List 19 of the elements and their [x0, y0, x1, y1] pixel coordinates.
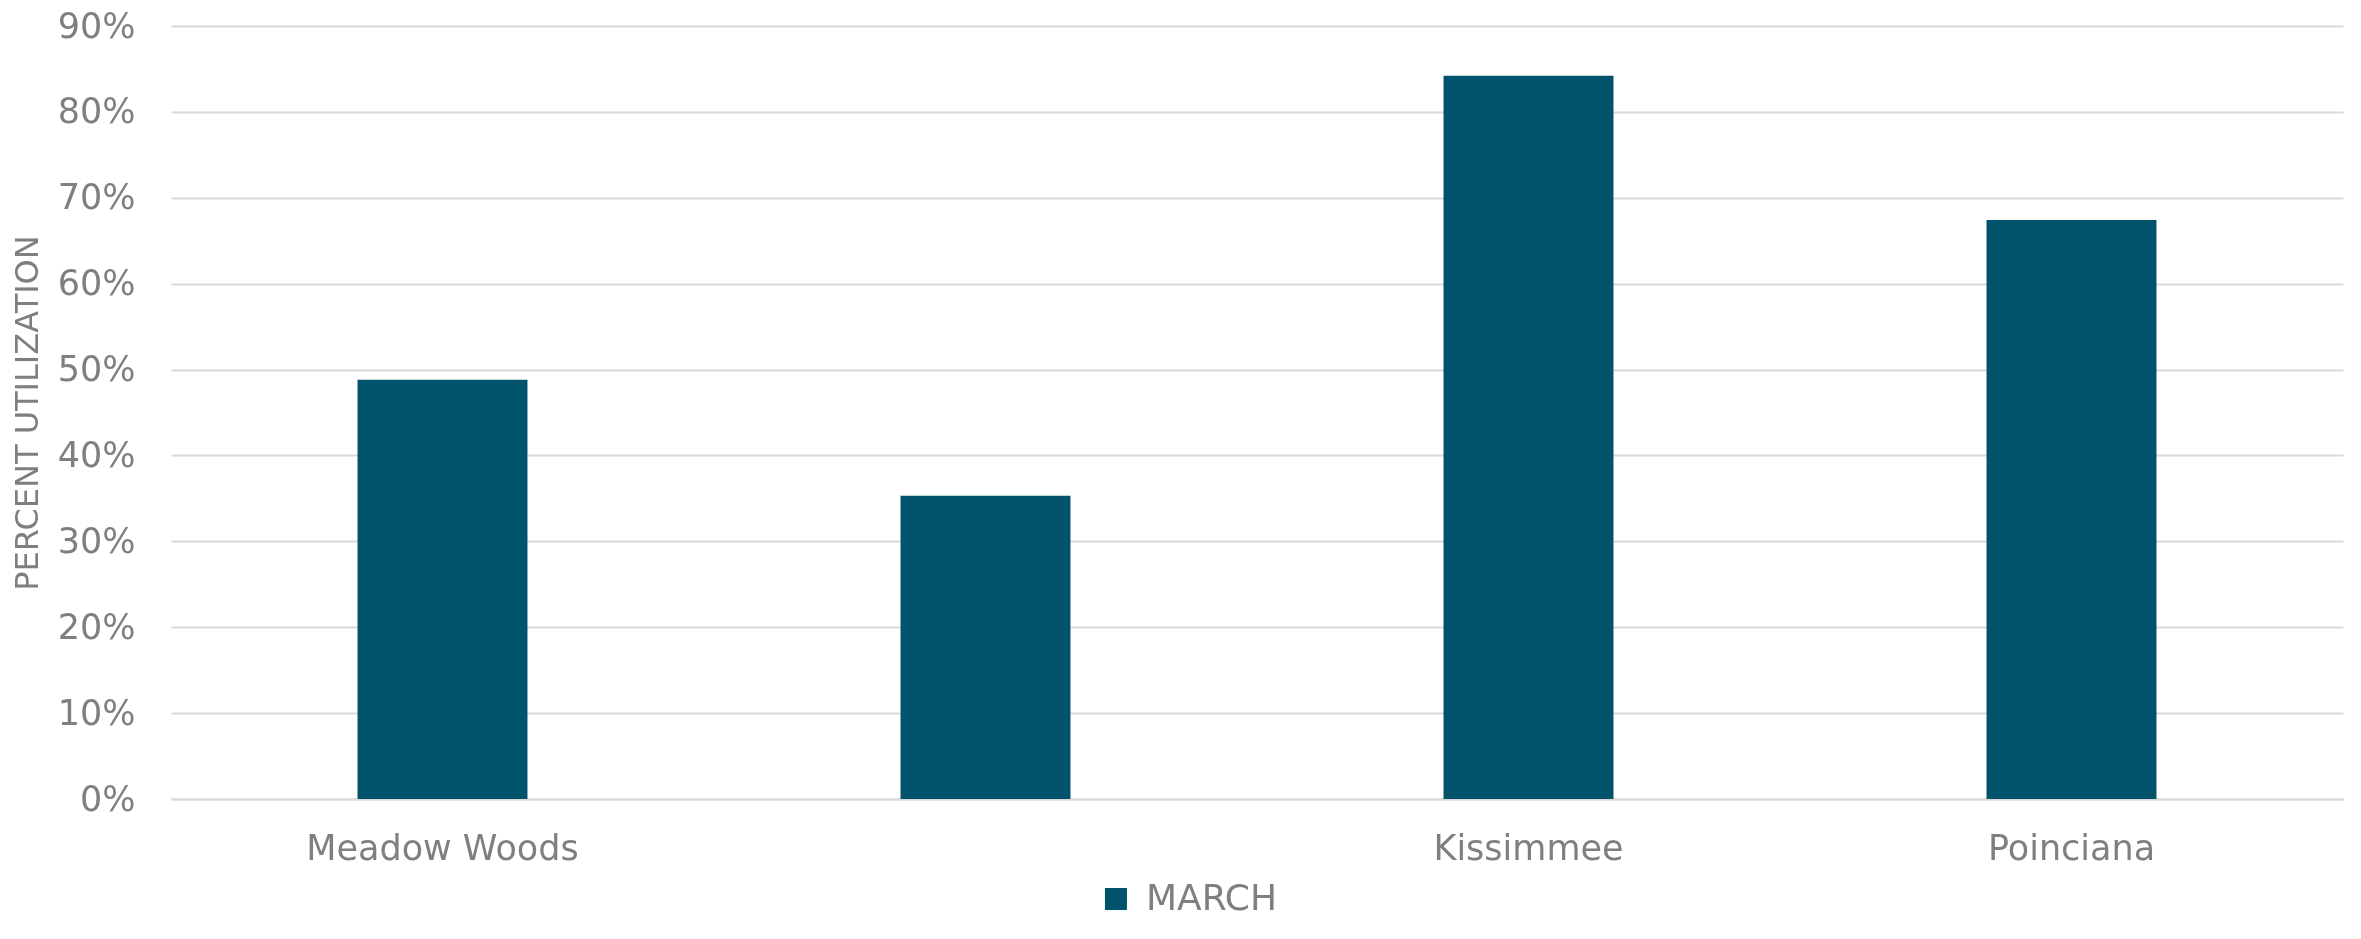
y-tick-label: 20% — [57, 606, 136, 647]
y-tick-label: 60% — [57, 263, 136, 304]
y-tick-label: 0% — [79, 778, 136, 819]
y-axis-title: PERCENT UTILIZATION — [7, 235, 46, 591]
x-tick-label: Meadow Woods — [306, 827, 579, 868]
bar — [1986, 220, 2157, 799]
x-tick-label: Kissimmee — [1433, 827, 1624, 868]
x-tick-label: Poinciana — [1987, 827, 2156, 868]
y-tick-label: 80% — [57, 91, 136, 132]
bar — [1443, 75, 1614, 799]
bar — [900, 495, 1071, 799]
y-tick-label: 70% — [57, 177, 136, 218]
y-tick-label: 10% — [57, 692, 136, 733]
legend-label: MARCH — [1145, 877, 1278, 918]
bar — [357, 379, 528, 799]
y-tick-label: 40% — [57, 434, 136, 475]
y-tick-label: 90% — [57, 5, 136, 46]
y-tick-label: 30% — [57, 520, 136, 561]
y-tick-label: 50% — [57, 349, 136, 390]
